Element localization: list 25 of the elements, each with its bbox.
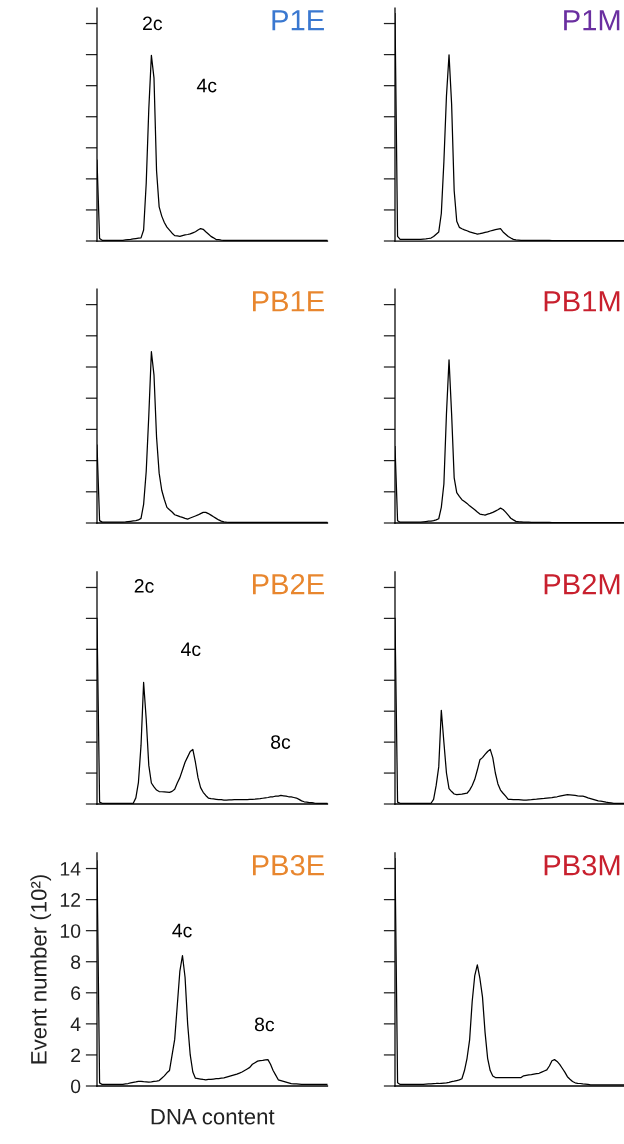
y-tick-label: 12 — [60, 893, 81, 907]
chart-title: PB2M — [544, 573, 620, 595]
annotation: 8c — [254, 1017, 275, 1032]
chart-title: PB2E — [253, 573, 324, 595]
annotation: 4c — [172, 923, 192, 938]
y-tick-label: 8 — [71, 955, 81, 969]
y-tick-label: 6 — [71, 986, 81, 1001]
chart-title: PB3E — [253, 854, 324, 876]
y-tick-label: 2 — [71, 1048, 81, 1062]
chart-title: P1M — [564, 10, 620, 31]
chart-title: PB1E — [253, 291, 324, 312]
annotation: 4c — [196, 78, 217, 93]
text: 2c — [134, 578, 154, 593]
y-tick-label: 14 — [60, 862, 81, 876]
y-axis-title: Event number (10²) — [30, 875, 52, 1064]
text: 2c — [143, 16, 163, 31]
annotation: 4c — [180, 642, 201, 657]
annotation: 8c — [271, 735, 291, 749]
y-tick-label: 4 — [70, 1017, 81, 1031]
chart-title: PB1M — [544, 291, 620, 312]
chart-title: PB3M — [544, 854, 620, 876]
y-tick-label: 10 — [60, 924, 81, 938]
x-axis-title: DNA content — [151, 1109, 275, 1125]
y-tick-label: 0 — [70, 1079, 81, 1094]
chart-title: P1E — [272, 10, 324, 31]
